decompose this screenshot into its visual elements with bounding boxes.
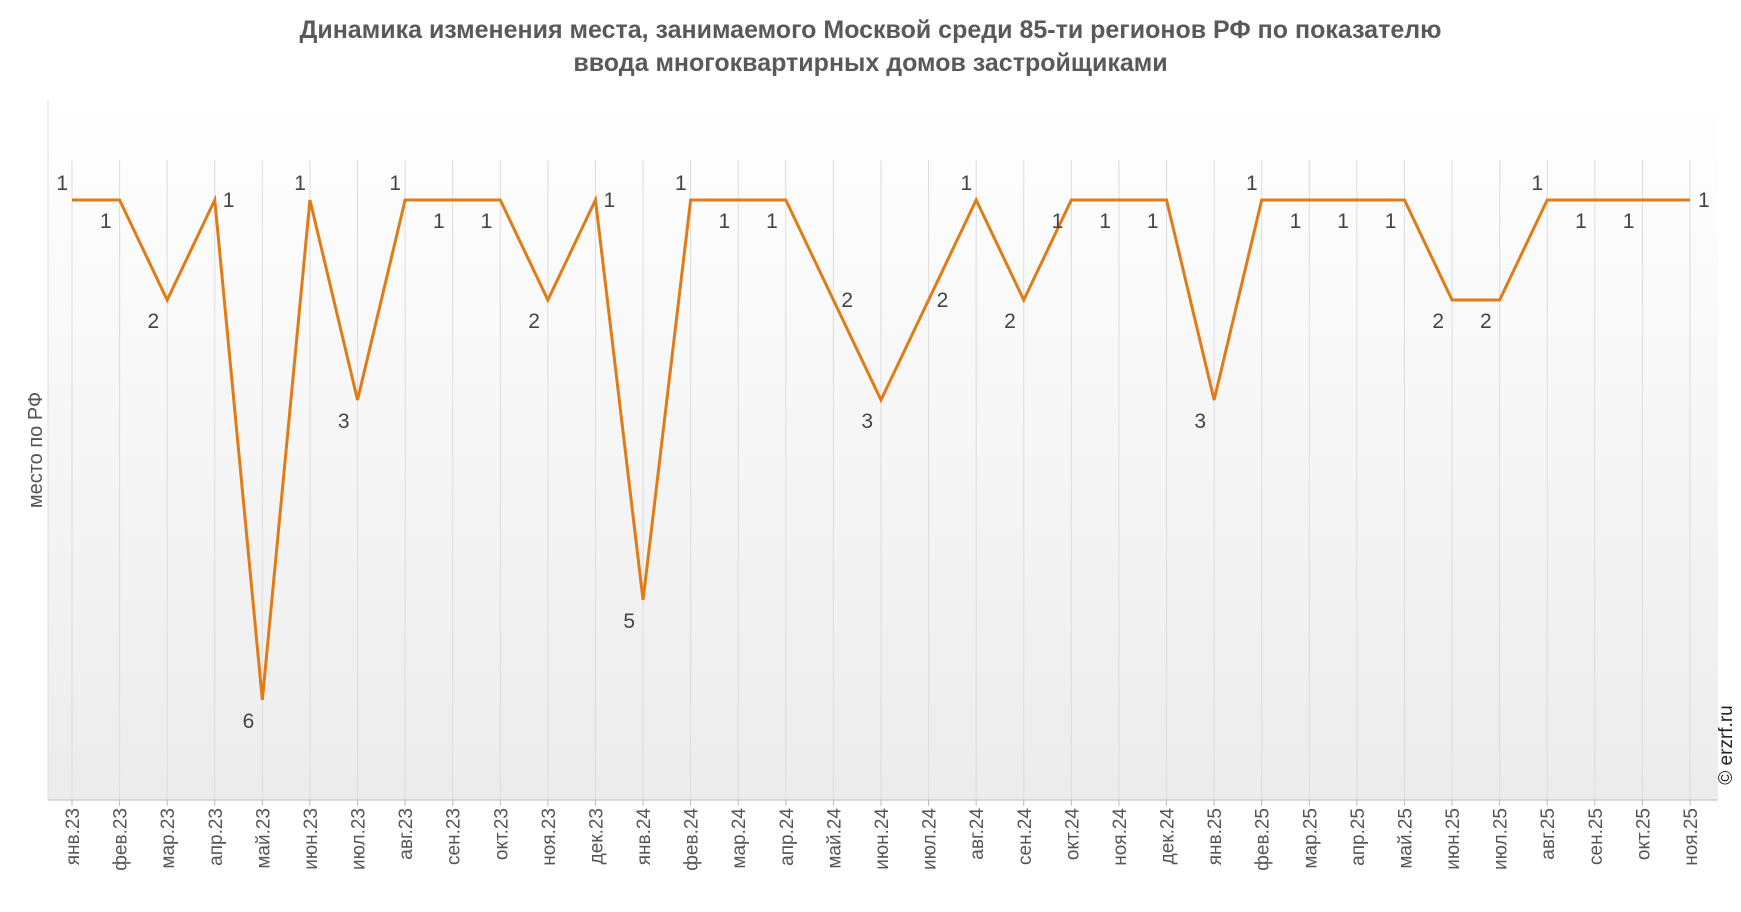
x-tick-label: июл.24 <box>920 808 941 870</box>
x-tick-label: окт.24 <box>1062 808 1083 861</box>
x-tick-label: авг.25 <box>1538 808 1559 860</box>
x-tick-label: июн.24 <box>872 808 893 870</box>
series-line <box>72 194 1690 701</box>
x-tick-label: янв.23 <box>63 808 84 865</box>
data-label: 1 <box>433 210 445 233</box>
data-label: 1 <box>719 210 731 233</box>
x-tick-label: май.24 <box>824 808 845 869</box>
x-tick-label: янв.24 <box>634 808 655 866</box>
x-tick-label: ноя.25 <box>1681 808 1702 866</box>
data-label: 2 <box>147 310 159 333</box>
vertical-gridlines <box>71 160 1691 806</box>
data-label: 1 <box>389 172 401 195</box>
data-label: 1 <box>1623 210 1635 233</box>
data-label: 1 <box>1099 210 1111 233</box>
data-label: 1 <box>1290 210 1302 233</box>
x-tick-label: июл.23 <box>349 808 370 870</box>
data-label: 3 <box>338 410 350 433</box>
data-label: 1 <box>1052 210 1064 233</box>
data-label: 1 <box>481 210 493 233</box>
data-label: 1 <box>1385 210 1397 233</box>
data-label: 1 <box>1337 210 1349 233</box>
x-tick-label: сен.23 <box>444 808 465 865</box>
data-label: 1 <box>294 172 306 195</box>
data-label: 1 <box>960 172 972 195</box>
data-label: 2 <box>937 289 949 312</box>
x-tick-label: авг.23 <box>396 808 417 860</box>
x-tick-label: апр.25 <box>1348 808 1369 866</box>
plot-area <box>48 100 1718 800</box>
data-label: 1 <box>1575 210 1587 233</box>
x-tick-label: май.23 <box>253 808 274 869</box>
x-tick-label: авг.24 <box>967 808 988 860</box>
data-label: 1 <box>1246 172 1258 195</box>
data-label: 1 <box>1532 172 1544 195</box>
x-tick-label: ноя.23 <box>539 808 560 866</box>
data-label: 2 <box>1432 310 1444 333</box>
x-tick-label: мар.25 <box>1300 808 1321 869</box>
data-label: 1 <box>603 189 615 212</box>
x-tick-label: апр.23 <box>206 808 227 866</box>
data-label: 5 <box>623 610 635 633</box>
data-label: 1 <box>675 172 687 195</box>
x-tick-label: фев.24 <box>682 808 703 871</box>
x-tick-labels: янв.23 фев.23 мар.23 апр.23 май.23 июн.23 июл.… <box>63 808 1702 871</box>
data-label: 1 <box>1147 210 1159 233</box>
data-labels: 1 1 2 1 6 1 3 1 1 1 2 1 5 1 1 1 2 3 2 1 2 1 1 1 3 1 1 1 1 2 2 1 1 1 1 <box>56 172 1709 733</box>
x-tick-label: дек.23 <box>586 808 607 864</box>
x-tick-label: май.25 <box>1395 808 1416 869</box>
data-label: 6 <box>243 710 255 733</box>
x-tick-label: окт.25 <box>1633 808 1654 860</box>
data-label: 1 <box>766 210 778 233</box>
chart-title-line-2: ввода многоквартирных домов застройщикам… <box>573 49 1168 77</box>
data-label: 2 <box>1480 310 1492 333</box>
x-tick-label: июн.23 <box>301 808 322 870</box>
x-tick-label: мар.23 <box>158 808 179 869</box>
x-tick-label: мар.24 <box>729 808 750 869</box>
x-tick-label: апр.24 <box>777 808 798 866</box>
data-label: 3 <box>861 410 873 433</box>
y-axis-label: место по РФ <box>25 392 47 508</box>
x-tick-label: сен.25 <box>1586 808 1607 865</box>
x-tick-label: фев.23 <box>111 808 132 871</box>
x-tick-label: окт.23 <box>491 808 512 860</box>
x-tick-label: дек.24 <box>1158 808 1179 865</box>
data-label: 1 <box>1698 189 1710 212</box>
x-tick-label: ноя.24 <box>1110 808 1131 866</box>
data-label: 1 <box>100 210 112 233</box>
data-label: 2 <box>841 289 853 312</box>
data-label: 1 <box>56 172 68 195</box>
x-tick-label: июн.25 <box>1443 808 1464 870</box>
data-label: 2 <box>1004 310 1016 333</box>
x-tick-label: янв.25 <box>1205 808 1226 865</box>
data-label: 3 <box>1194 410 1206 433</box>
x-tick-label: июл.25 <box>1491 808 1512 870</box>
watermark: © erzrf.ru <box>1716 705 1737 784</box>
chart-title-line-1: Динамика изменения места, занимаемого Мо… <box>299 16 1442 44</box>
x-tick-label: фев.25 <box>1253 808 1274 871</box>
chart-title: Динамика изменения места, занимаемого Мо… <box>0 14 1741 80</box>
data-label: 1 <box>223 189 235 212</box>
data-label: 2 <box>528 310 540 333</box>
x-tick-label: сен.24 <box>1015 808 1036 865</box>
